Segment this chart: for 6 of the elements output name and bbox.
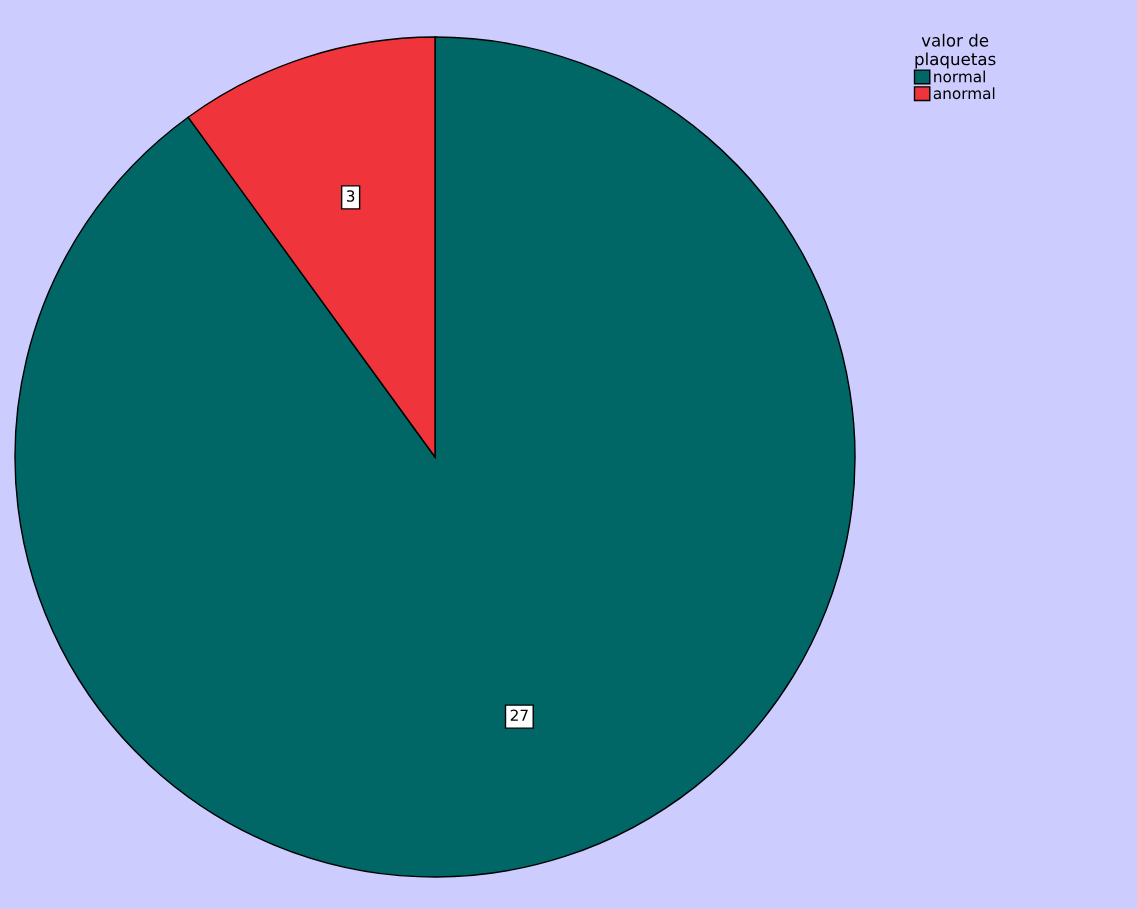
pie-slice [14,36,856,878]
data-label: 3 [346,190,355,202]
data-label: 27 [510,709,528,721]
legend-label: anormal [933,87,995,100]
legend-label: normal [934,70,985,83]
legend-title: valor de plaquetas [915,33,996,69]
